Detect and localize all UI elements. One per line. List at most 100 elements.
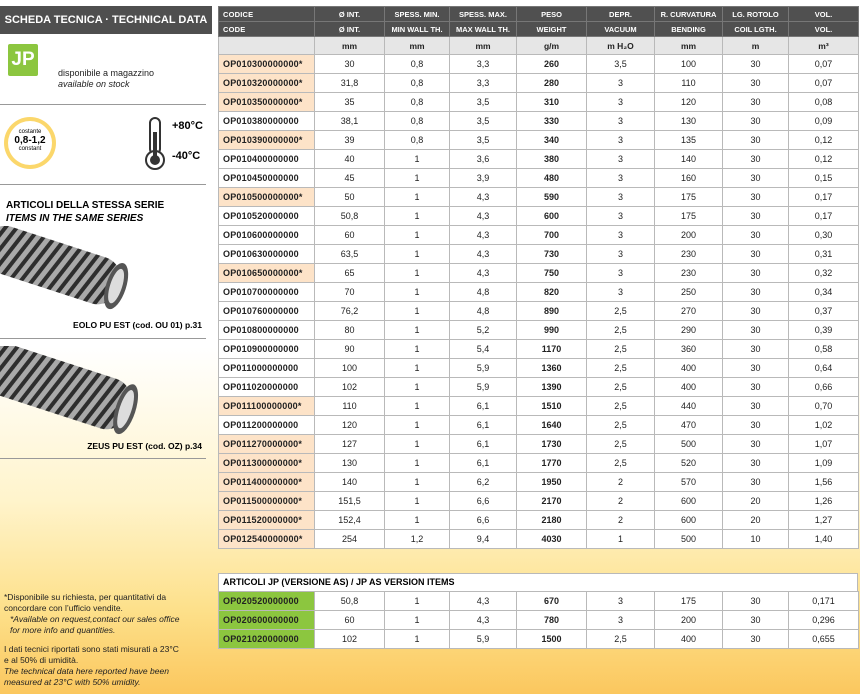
value-cell: 200 <box>654 225 723 245</box>
value-cell: 0,34 <box>788 282 859 302</box>
data-row: OP011400000000* 140 1 6,2 1950 2 570 30 1,56 <box>218 472 859 492</box>
units-cell: mm <box>654 36 723 55</box>
value-cell: 30 <box>722 263 789 283</box>
value-cell: 50 <box>314 187 385 207</box>
temp-min: -40°C <box>172 150 201 162</box>
value-cell: 140 <box>654 149 723 169</box>
value-cell: 30 <box>722 453 789 473</box>
value-cell: 5,4 <box>449 339 517 359</box>
value-cell: 2180 <box>516 510 587 530</box>
value-cell: 310 <box>516 92 587 112</box>
hose-body <box>0 346 131 430</box>
value-cell: 820 <box>516 282 587 302</box>
value-cell: 1 <box>384 610 450 630</box>
header-cell: WEIGHT <box>516 21 587 37</box>
value-cell: 2,5 <box>586 377 655 397</box>
units-cell: mm <box>384 36 450 55</box>
data-row: OP010300000000* 30 0,8 3,3 260 3,5 100 30 0,07 <box>218 54 859 74</box>
value-cell: 4,3 <box>449 591 517 611</box>
value-cell: 1 <box>384 187 450 207</box>
value-cell: 130 <box>314 453 385 473</box>
value-cell: 200 <box>654 610 723 630</box>
value-cell: 160 <box>654 168 723 188</box>
units-cell: m H₂O <box>586 36 655 55</box>
value-cell: 400 <box>654 377 723 397</box>
header-cell: CODICE <box>218 6 315 22</box>
header-cell: CODE <box>218 21 315 37</box>
value-cell: 700 <box>516 225 587 245</box>
value-cell: 31,8 <box>314 73 385 93</box>
thermo-fill <box>150 155 160 165</box>
data-row: OP011500000000* 151,5 1 6,6 2170 2 600 20 1,26 <box>218 491 859 511</box>
value-cell: 250 <box>654 282 723 302</box>
value-cell: 3,6 <box>449 149 517 169</box>
header-cell: DEPR. <box>586 6 655 22</box>
jp-table-title-box: ARTICOLI JP (VERSIONE AS) / JP AS VERSIO… <box>218 573 858 592</box>
item-label: EOLO PU EST (cod. OU 01) p.31 <box>73 320 202 330</box>
value-cell: 30 <box>722 610 789 630</box>
code-cell: OP011400000000* <box>218 472 315 492</box>
divider <box>0 338 206 339</box>
data-row: OP011520000000* 152,4 1 6,6 2180 2 600 20 1,27 <box>218 510 859 530</box>
value-cell: 1 <box>586 529 655 549</box>
temp-max: +80°C <box>172 120 204 132</box>
value-cell: 30 <box>722 149 789 169</box>
value-cell: 3,5 <box>586 54 655 74</box>
value-cell: 360 <box>654 339 723 359</box>
value-cell: 290 <box>654 320 723 340</box>
value-cell: 40 <box>314 149 385 169</box>
thickness-bottom: constant <box>18 146 42 152</box>
value-cell: 3 <box>586 130 655 150</box>
value-cell: 76,2 <box>314 301 385 321</box>
value-cell: 570 <box>654 472 723 492</box>
divider <box>0 458 206 459</box>
value-cell: 1360 <box>516 358 587 378</box>
value-cell: 3 <box>586 282 655 302</box>
value-cell: 500 <box>654 529 723 549</box>
header-cell: VOL. <box>788 21 859 37</box>
value-cell: 30 <box>722 434 789 454</box>
value-cell: 30 <box>722 396 789 416</box>
value-cell: 35 <box>314 92 385 112</box>
technical-table: CODICE Ø INT. SPESS. MIN. SPESS. MAX. PESO DE… <box>218 6 859 549</box>
data-row: OP010520000000 50,8 1 4,3 600 3 175 30 0,17 <box>218 206 859 226</box>
value-cell: 4,3 <box>449 187 517 207</box>
value-cell: 100 <box>314 358 385 378</box>
value-cell: 50,8 <box>314 206 385 226</box>
value-cell: 30 <box>722 130 789 150</box>
data-row: OP010650000000* 65 1 4,3 750 3 230 30 0,32 <box>218 263 859 283</box>
value-cell: 5,9 <box>449 377 517 397</box>
value-cell: 1 <box>384 415 450 435</box>
note: *Available on request,contact our sales … <box>10 614 180 635</box>
value-cell: 70 <box>314 282 385 302</box>
value-cell: 30 <box>722 301 789 321</box>
value-cell: 1 <box>384 282 450 302</box>
value-cell: 2,5 <box>586 358 655 378</box>
value-cell: 30 <box>722 320 789 340</box>
value-cell: 2,5 <box>586 415 655 435</box>
value-cell: 6,2 <box>449 472 517 492</box>
value-cell: 0,09 <box>788 111 859 131</box>
data-row: OP010900000000 90 1 5,4 1170 2,5 360 30 0,58 <box>218 339 859 359</box>
value-cell: 0,8 <box>384 130 450 150</box>
value-cell: 1 <box>384 168 450 188</box>
code-cell: OP011520000000* <box>218 510 315 530</box>
units-cell: m³ <box>788 36 859 55</box>
data-row: OP012540000000* 254 1,2 9,4 4030 1 500 10 1,40 <box>218 529 859 549</box>
value-cell: 120 <box>654 92 723 112</box>
value-cell: 330 <box>516 111 587 131</box>
thermo-level <box>153 132 157 158</box>
header-cell: MIN WALL TH. <box>384 21 450 37</box>
value-cell: 1 <box>384 301 450 321</box>
value-cell: 1 <box>384 263 450 283</box>
value-cell: 3 <box>586 263 655 283</box>
value-cell: 102 <box>314 629 385 649</box>
code-cell: OP010500000000* <box>218 187 315 207</box>
data-row: OP011000000000 100 1 5,9 1360 2,5 400 30 0,64 <box>218 358 859 378</box>
value-cell: 80 <box>314 320 385 340</box>
value-cell: 0,37 <box>788 301 859 321</box>
hose-bore <box>108 268 125 304</box>
value-cell: 4,3 <box>449 263 517 283</box>
value-cell: 30 <box>722 73 789 93</box>
